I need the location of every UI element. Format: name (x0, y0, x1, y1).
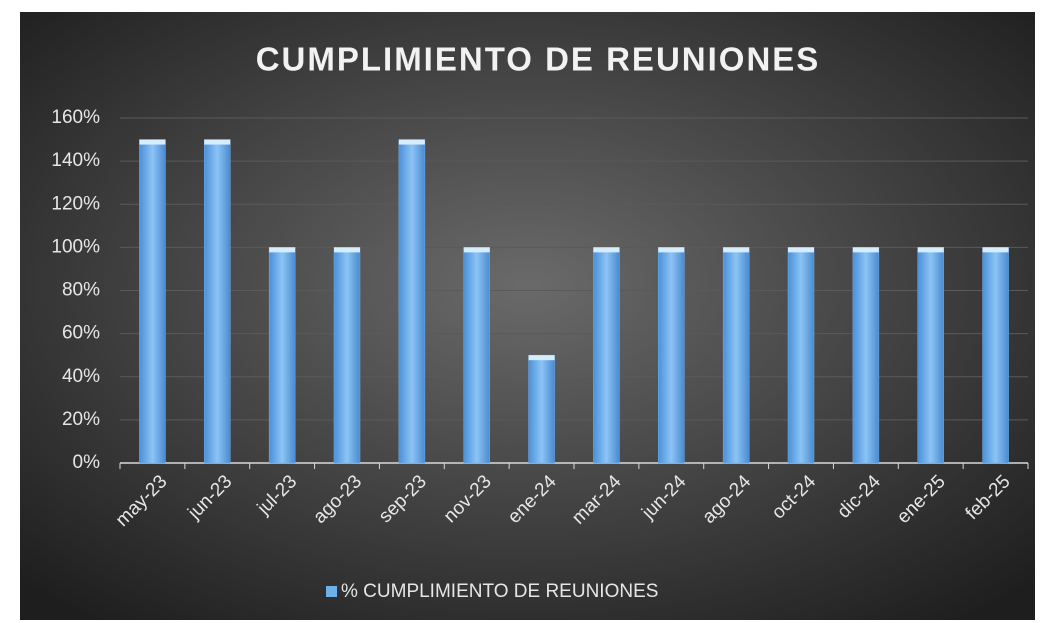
bar (593, 247, 620, 464)
legend-marker (326, 586, 337, 597)
y-tick-label: 20% (62, 409, 100, 430)
bar-cap (723, 247, 750, 253)
bar-cap (593, 247, 620, 253)
bar (722, 247, 750, 464)
y-tick-label: 160% (51, 107, 100, 128)
bar-cap (398, 139, 425, 145)
bar-cap (658, 247, 685, 253)
bar-cap (139, 139, 166, 145)
bar (333, 247, 361, 464)
chart-title: CUMPLIMIENTO DE REUNIONES (256, 41, 821, 78)
bar-cap (204, 139, 231, 145)
bar-cap (334, 247, 360, 253)
bar (398, 139, 426, 464)
bar-cap (917, 247, 944, 253)
bar-cap (852, 247, 879, 253)
y-tick-label: 140% (51, 150, 100, 171)
bar (852, 247, 880, 464)
bar (204, 139, 231, 464)
legend-label: % CUMPLIMIENTO DE REUNIONES (341, 581, 658, 602)
chart-background (20, 12, 1035, 620)
y-tick-label: 60% (62, 323, 100, 344)
bar (787, 247, 815, 464)
bar-cap (528, 355, 555, 361)
bar-cap (463, 247, 490, 253)
y-tick-label: 40% (62, 366, 100, 387)
bar-cap (269, 247, 296, 253)
bar-cap (788, 247, 814, 253)
bar (528, 354, 555, 464)
bar (917, 247, 944, 464)
y-tick-label: 0% (73, 452, 101, 473)
bar-cap (982, 247, 1009, 253)
bar (658, 247, 685, 464)
y-tick-label: 80% (62, 280, 100, 301)
bar (463, 247, 490, 464)
y-tick-label: 100% (51, 236, 100, 257)
bar (982, 247, 1009, 464)
y-tick-label: 120% (51, 193, 100, 214)
bar (139, 139, 166, 464)
bar (268, 247, 296, 464)
